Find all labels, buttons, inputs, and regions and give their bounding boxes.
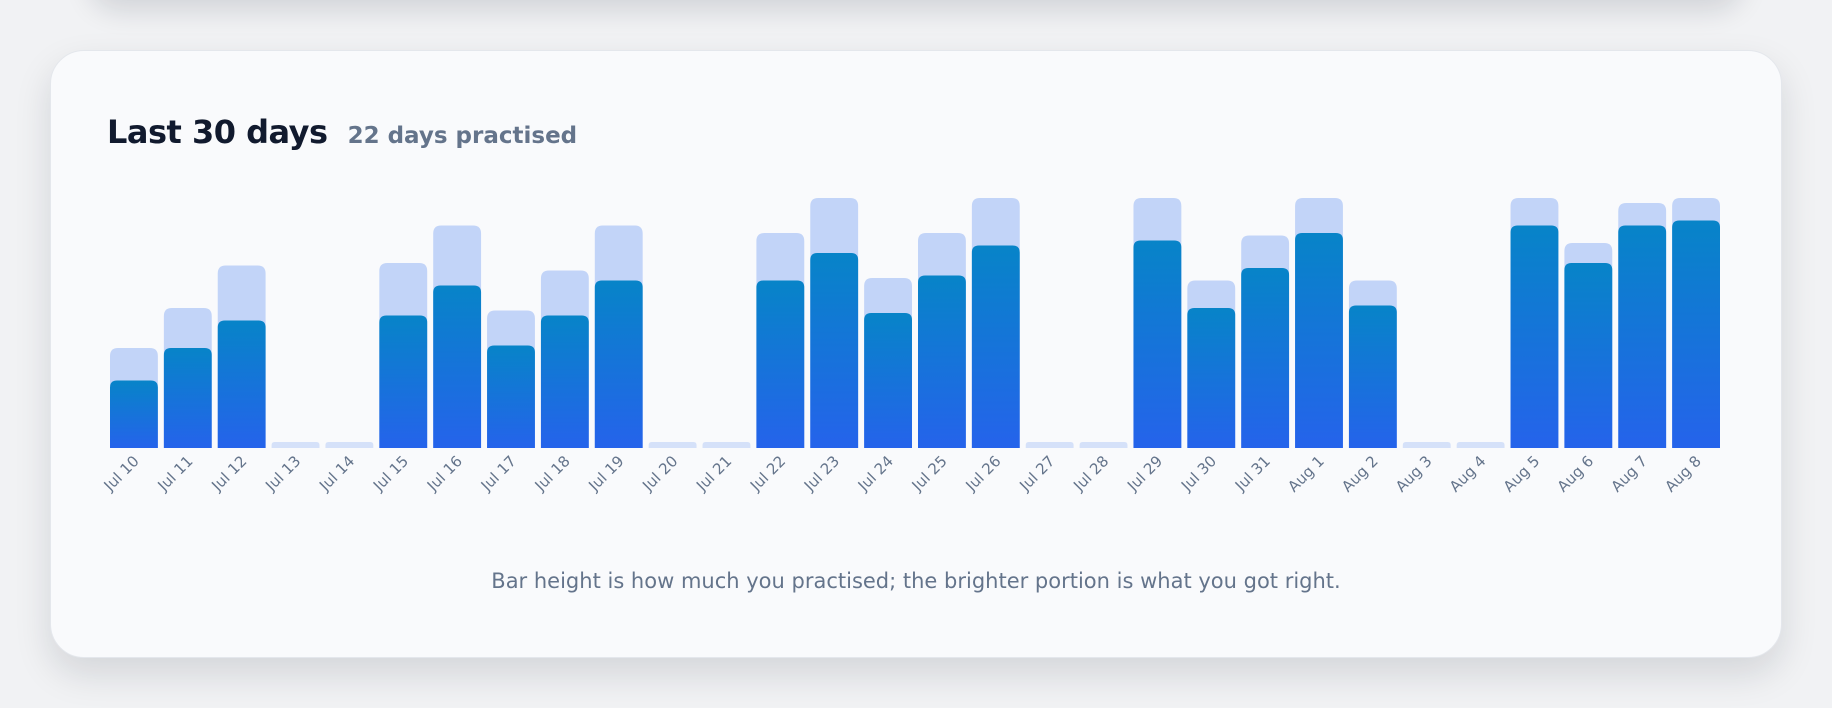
- tick-label-jul-27: Jul 27: [1015, 452, 1058, 495]
- tick-label-aug-1: Aug 1: [1284, 452, 1328, 496]
- bar-correct-jul-17: [487, 345, 535, 448]
- tick-label-jul-29: Jul 29: [1123, 452, 1166, 495]
- bar-empty-jul-21: [702, 442, 751, 448]
- tick-label-jul-25: Jul 25: [908, 452, 951, 495]
- bar-empty-jul-13: [271, 442, 320, 448]
- bar-correct-jul-29: [1133, 240, 1182, 448]
- tick-label-aug-2: Aug 2: [1338, 452, 1382, 496]
- tick-label-jul-20: Jul 20: [638, 452, 681, 495]
- bar-correct-jul-22: [756, 280, 805, 448]
- tick-label-jul-12: Jul 12: [207, 452, 250, 495]
- tick-label-aug-6: Aug 6: [1554, 452, 1598, 496]
- bar-empty-jul-20: [648, 442, 697, 448]
- card-header: Last 30 days 22 days practised: [107, 113, 577, 151]
- x-axis-ticks: Jul 10 Jul 11 Jul 12 Jul 13 Jul 14 Jul 15 Jul …: [100, 452, 1705, 496]
- bar-correct-jul-26: [971, 245, 1020, 448]
- bar-correct-jul-23: [810, 253, 859, 448]
- bar-correct-jul-24: [864, 313, 912, 448]
- tick-label-jul-21: Jul 21: [692, 452, 735, 495]
- bar-correct-jul-10: [110, 380, 158, 448]
- card-title: Last 30 days: [107, 113, 328, 151]
- bar-correct-aug-5: [1510, 225, 1559, 448]
- tick-label-jul-13: Jul 13: [261, 452, 304, 495]
- tick-label-jul-14: Jul 14: [315, 452, 358, 495]
- tick-label-aug-7: Aug 7: [1607, 452, 1651, 496]
- bars-group: [110, 198, 1720, 448]
- bar-empty-jul-28: [1079, 442, 1128, 448]
- tick-label-jul-26: Jul 26: [962, 452, 1005, 495]
- tick-label-jul-23: Jul 23: [800, 452, 843, 495]
- tick-label-jul-17: Jul 17: [477, 452, 520, 495]
- bar-correct-jul-12: [217, 320, 266, 448]
- tick-label-jul-24: Jul 24: [854, 452, 897, 495]
- bar-empty-aug-4: [1456, 442, 1505, 448]
- bar-correct-aug-7: [1618, 225, 1667, 448]
- bar-correct-jul-30: [1187, 308, 1236, 448]
- chart-caption: Bar height is how much you practised; th…: [491, 569, 1341, 593]
- bar-empty-jul-27: [1025, 442, 1074, 448]
- bar-correct-aug-2: [1348, 305, 1397, 448]
- practice-bar-chart: Jul 10 Jul 11 Jul 12 Jul 13 Jul 14 Jul 15 Jul …: [100, 198, 1720, 496]
- tick-label-aug-8: Aug 8: [1661, 452, 1705, 496]
- tick-label-jul-19: Jul 19: [584, 452, 627, 495]
- days-practised-count: 22 days practised: [347, 123, 578, 149]
- activity-card: Last 30 days 22 days practised Jul 10 Jul…: [50, 50, 1782, 658]
- bar-correct-jul-19: [594, 280, 643, 448]
- bar-correct-jul-25: [918, 275, 966, 448]
- bar-correct-jul-16: [433, 285, 482, 448]
- bar-correct-aug-1: [1295, 233, 1343, 448]
- bar-correct-jul-11: [163, 348, 212, 448]
- bar-correct-aug-6: [1564, 263, 1613, 448]
- bar-empty-aug-3: [1402, 442, 1451, 448]
- tick-label-jul-22: Jul 22: [746, 452, 789, 495]
- tick-label-aug-3: Aug 3: [1392, 452, 1436, 496]
- tick-label-jul-28: Jul 28: [1069, 452, 1112, 495]
- bar-correct-jul-18: [540, 315, 589, 448]
- bar-correct-aug-8: [1672, 220, 1720, 448]
- tick-label-jul-11: Jul 11: [154, 452, 197, 495]
- bar-empty-jul-14: [325, 442, 374, 448]
- tick-label-jul-31: Jul 31: [1231, 452, 1274, 495]
- bar-correct-jul-31: [1241, 268, 1290, 448]
- tick-label-jul-16: Jul 16: [423, 452, 466, 495]
- tick-label-aug-5: Aug 5: [1500, 452, 1544, 496]
- tick-label-jul-30: Jul 30: [1177, 452, 1220, 495]
- tick-label-jul-10: Jul 10: [100, 452, 143, 495]
- tick-label-jul-15: Jul 15: [369, 452, 412, 495]
- tick-label-jul-18: Jul 18: [531, 452, 574, 495]
- tick-label-aug-4: Aug 4: [1446, 452, 1490, 496]
- bar-correct-jul-15: [379, 315, 428, 448]
